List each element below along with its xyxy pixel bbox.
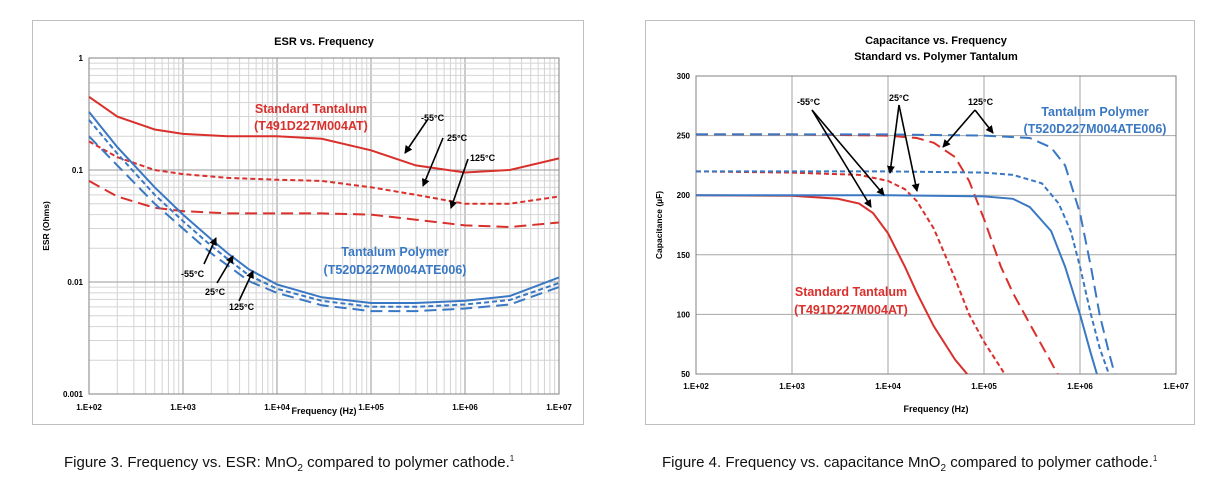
cap-series-group: [696, 133, 1116, 374]
esr-y-tick-label: 1: [79, 54, 84, 63]
cap-annotation-label: 25°C: [889, 93, 910, 103]
cap-series-line-standard-1: [696, 170, 1006, 374]
esr-x-tick-label: 1.E+03: [170, 403, 196, 412]
cap-x-tick-label: 1.E+04: [875, 382, 901, 391]
esr-annotation-arrow: [238, 270, 254, 302]
cap-x-tick-label: 1.E+05: [971, 382, 997, 391]
cap-y-axis-label: Capacitance (µF): [654, 191, 664, 259]
esr-annotation-label: 25°C: [447, 133, 468, 143]
cap-y-tick-label: 250: [677, 132, 691, 141]
cap-series-line-polymer-5: [696, 133, 1116, 374]
esr-standard-group-name: Standard Tantalum: [255, 102, 367, 116]
figure-3-caption-subscript: 2: [297, 463, 303, 474]
figure-4-caption-subscript: 2: [940, 463, 947, 474]
esr-plot-area: [88, 57, 560, 395]
cap-annotation-arrow: [811, 109, 885, 196]
cap-annotation-arrow: [811, 109, 872, 208]
esr-series-line-standard-0: [88, 95, 560, 174]
cap-annotation-arrow: [886, 104, 900, 174]
esr-x-axis-label: Frequency (Hz): [291, 406, 356, 416]
cap-standard-group-part: (T491D227M004AT): [794, 303, 908, 317]
esr-annotation-label: -55°C: [181, 269, 205, 279]
cap-y-tick-label: 100: [677, 310, 691, 319]
capacitance-chart-svg: 1.E+02 1.E+03 1.E+04 1.E+05 1.E+06 1.E+07 50 10…: [654, 35, 1189, 414]
esr-x-tick-label: 1.E+06: [452, 403, 478, 412]
esr-chart-title: ESR vs. Frequency: [274, 36, 375, 48]
cap-series-line-polymer-4: [696, 170, 1110, 374]
esr-y-tick-label: 0.001: [63, 390, 84, 399]
cap-annotation-arrow: [942, 109, 976, 148]
cap-series-line-standard-2: [696, 133, 1059, 374]
esr-annotation-arrow: [449, 158, 469, 209]
esr-x-tick-label: 1.E+04: [264, 403, 290, 412]
cap-plot-area: [695, 75, 1177, 375]
esr-chart-svg: 1.E+02 1.E+03 1.E+04 1.E+05 1.E+06 1.E+07 0.00…: [41, 36, 572, 416]
cap-y-tick-label: 150: [677, 251, 691, 260]
esr-annotation-arrow: [404, 118, 429, 154]
cap-annotation-arrow: [898, 104, 920, 192]
cap-x-tick-label: 1.E+03: [779, 382, 805, 391]
esr-x-tick-label: 1.E+05: [358, 403, 384, 412]
esr-x-tick-label: 1.E+07: [546, 403, 572, 412]
figure-4-caption-text: Figure 4. Frequency vs. capacitance MnO: [662, 454, 941, 471]
esr-grid: [88, 57, 560, 395]
cap-chart-title: Capacitance vs. Frequency: [865, 35, 1008, 47]
esr-chart: 1.E+02 1.E+03 1.E+04 1.E+05 1.E+06 1.E+07 0.00…: [32, 20, 584, 425]
cap-polymer-group-name: Tantalum Polymer: [1041, 105, 1149, 119]
cap-standard-group-name: Standard Tantalum: [795, 285, 907, 299]
cap-x-tick-label: 1.E+02: [683, 382, 709, 391]
esr-y-axis-label: ESR (Ohms): [41, 201, 51, 251]
esr-annotation-label: 125°C: [470, 153, 496, 163]
cap-annotation-label: 125°C: [968, 97, 994, 107]
esr-series-line-standard-2: [88, 180, 560, 229]
capacitance-chart: 1.E+02 1.E+03 1.E+04 1.E+05 1.E+06 1.E+07 50 10…: [645, 20, 1195, 425]
esr-y-tick-label: 0.01: [67, 278, 83, 287]
cap-chart-subtitle: Standard vs. Polymer Tantalum: [854, 51, 1018, 63]
cap-x-tick-label: 1.E+06: [1067, 382, 1093, 391]
cap-series-line-standard-0: [696, 194, 969, 374]
esr-series-line-polymer-5: [88, 135, 560, 313]
cap-x-tick-label: 1.E+07: [1163, 382, 1189, 391]
esr-series-line-standard-1: [88, 140, 560, 205]
esr-annotation-arrow: [216, 255, 234, 284]
cap-annotation-label: -55°C: [797, 97, 821, 107]
figure-3-caption-footnote: 1: [509, 454, 515, 463]
esr-annotation-arrow: [422, 137, 444, 187]
figure-4-caption-footnote: 1: [1152, 454, 1158, 463]
figure-3-caption-text: Figure 3. Frequency vs. ESR: MnO: [64, 454, 298, 471]
esr-y-tick-label: 0.1: [72, 166, 84, 175]
cap-x-axis-label: Frequency (Hz): [903, 404, 968, 414]
esr-polymer-group-name: Tantalum Polymer: [341, 245, 449, 259]
esr-series-line-polymer-3: [88, 111, 560, 304]
cap-annotation-arrow: [974, 109, 994, 134]
esr-annotation-label: 125°C: [229, 302, 255, 312]
figure-4-caption: Figure 4. Frequency vs. capacitance MnO2…: [662, 454, 1157, 474]
esr-annotation-label: -55°C: [421, 113, 445, 123]
cap-y-tick-label: 200: [677, 191, 691, 200]
figure-4-caption-text-end: compared to polymer cathode.: [946, 454, 1153, 471]
figure-3-caption-text-end: compared to polymer cathode.: [302, 454, 510, 471]
cap-series-line-polymer-3: [696, 194, 1098, 374]
esr-standard-group-part: (T491D227M004AT): [254, 119, 368, 133]
cap-polymer-group-part: (T520D227M004ATE006): [1024, 122, 1167, 136]
esr-x-tick-label: 1.E+02: [76, 403, 102, 412]
esr-series-line-polymer-4: [88, 119, 560, 308]
cap-y-tick-label: 50: [681, 370, 690, 379]
esr-annotation-label: 25°C: [205, 287, 226, 297]
figure-3-caption: Figure 3. Frequency vs. ESR: MnO2 compar…: [64, 454, 514, 474]
cap-y-tick-label: 300: [677, 72, 691, 81]
esr-polymer-group-part: (T520D227M004ATE006): [324, 263, 467, 277]
esr-annotation-arrow: [203, 237, 217, 265]
